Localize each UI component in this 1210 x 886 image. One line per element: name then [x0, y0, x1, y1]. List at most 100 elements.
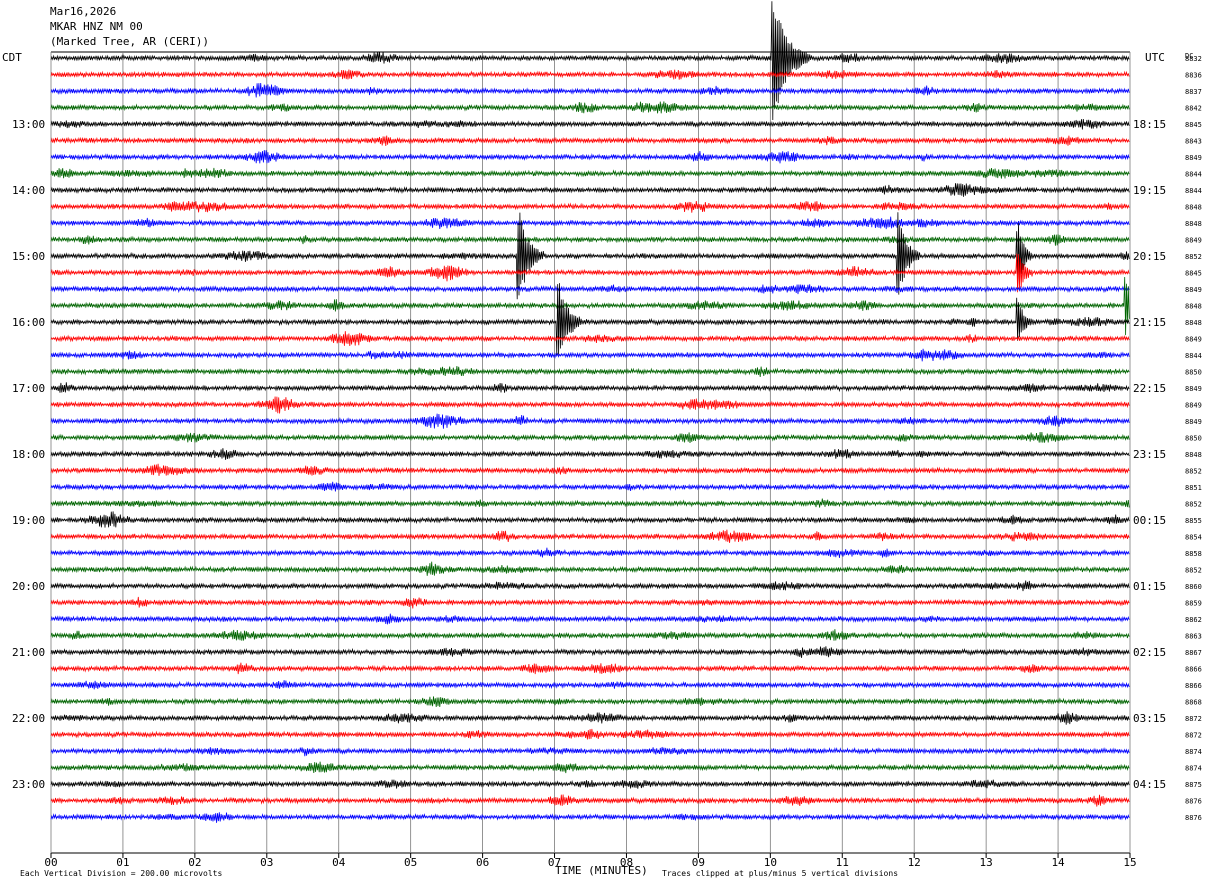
trace-row	[50, 331, 1130, 347]
dc-offset-label: 8852	[1185, 567, 1202, 575]
dc-header-label: DC	[1185, 52, 1193, 60]
trace-row	[50, 382, 1130, 394]
trace-row	[50, 696, 1130, 708]
trace-row	[50, 284, 1130, 295]
dc-offset-label: 8872	[1185, 715, 1202, 723]
x-tick-label: 08	[620, 856, 633, 869]
trace-row	[50, 498, 1130, 508]
right-hour-label: 03:15	[1133, 712, 1166, 725]
dc-offset-label: 8836	[1185, 72, 1202, 80]
x-tick-label: 10	[764, 856, 777, 869]
trace-row	[50, 396, 1130, 414]
scale-note: Each Vertical Division = 200.00 microvol…	[20, 869, 222, 878]
trace-row	[50, 118, 1130, 130]
trace-row	[50, 276, 1130, 336]
trace-row	[50, 580, 1130, 592]
trace-row	[50, 448, 1130, 460]
x-tick-label: 00	[44, 856, 57, 869]
trace-row	[50, 150, 1130, 164]
right-hour-label: 22:15	[1133, 382, 1166, 395]
trace-row	[50, 779, 1130, 789]
x-tick-label: 01	[116, 856, 129, 869]
trace-row	[50, 463, 1130, 476]
x-tick-label: 06	[476, 856, 489, 869]
trace-row	[50, 365, 1130, 378]
right-hour-label: 19:15	[1133, 184, 1166, 197]
left-timezone-label: CDT	[2, 51, 22, 64]
dc-offset-label: 8845	[1185, 121, 1202, 129]
trace-row	[50, 283, 1130, 356]
dc-offset-label: 8875	[1185, 781, 1202, 789]
dc-offset-label: 8845	[1185, 270, 1202, 278]
seismic-traces	[50, 1, 1130, 823]
trace-row	[50, 646, 1130, 658]
dc-offset-label: 8843	[1185, 138, 1202, 146]
left-hour-label: 22:00	[12, 712, 45, 725]
x-tick-label: 13	[980, 856, 993, 869]
trace-row	[50, 629, 1130, 641]
right-hour-label: 23:15	[1133, 448, 1166, 461]
left-hour-label: 15:00	[12, 250, 45, 263]
trace-row	[50, 348, 1130, 362]
dc-offset-label: 8863	[1185, 633, 1202, 641]
dc-offset-label: 8844	[1185, 171, 1202, 179]
dc-offset-label: 8852	[1185, 468, 1202, 476]
trace-row	[50, 761, 1130, 774]
x-tick-label: 09	[692, 856, 705, 869]
dc-offset-label: 8832	[1185, 55, 1202, 63]
dc-offset-label: 8848	[1185, 220, 1202, 228]
trace-row	[50, 680, 1130, 690]
x-tick-label: 05	[404, 856, 417, 869]
trace-row	[50, 662, 1130, 675]
dc-offset-label: 8848	[1185, 319, 1202, 327]
dc-offset-label: 8837	[1185, 88, 1202, 96]
x-tick-label: 02	[188, 856, 201, 869]
trace-row	[50, 1, 1130, 121]
trace-row	[50, 135, 1130, 147]
dc-offset-label: 8866	[1185, 682, 1202, 690]
trace-row	[50, 728, 1130, 740]
dc-offset-label: 8868	[1185, 699, 1202, 707]
left-hour-label: 17:00	[12, 382, 45, 395]
trace-row	[50, 511, 1130, 528]
trace-row	[50, 82, 1130, 98]
dc-offset-label: 8848	[1185, 451, 1202, 459]
x-tick-label: 03	[260, 856, 273, 869]
dc-offset-label: 8849	[1185, 336, 1202, 344]
dc-offset-label: 8842	[1185, 105, 1202, 113]
dc-offset-label: 8849	[1185, 402, 1202, 410]
dc-offset-label: 8858	[1185, 550, 1202, 558]
right-hour-label: 01:15	[1133, 580, 1166, 593]
dc-offset-label: 8876	[1185, 814, 1202, 822]
trace-row	[50, 481, 1130, 492]
right-hour-label: 20:15	[1133, 250, 1166, 263]
dc-offset-label: 8850	[1185, 369, 1202, 377]
trace-row	[50, 547, 1130, 559]
right-hour-label: 04:15	[1133, 778, 1166, 791]
dc-offset-label: 8866	[1185, 666, 1202, 674]
x-tick-label: 07	[548, 856, 561, 869]
left-hour-label: 16:00	[12, 316, 45, 329]
left-hour-label: 19:00	[12, 514, 45, 527]
right-hour-label: 18:15	[1133, 118, 1166, 131]
station-label: MKAR HNZ NM 00	[50, 20, 143, 33]
dc-offset-label: 8859	[1185, 600, 1202, 608]
left-hour-label: 23:00	[12, 778, 45, 791]
dc-offset-label: 8854	[1185, 534, 1202, 542]
trace-row	[50, 794, 1130, 807]
dc-offset-label: 8849	[1185, 154, 1202, 162]
trace-row	[50, 711, 1130, 725]
trace-row	[50, 253, 1130, 293]
dc-offset-label: 8852	[1185, 501, 1202, 509]
right-hour-label: 02:15	[1133, 646, 1166, 659]
dc-offset-label: 8862	[1185, 616, 1202, 624]
dc-offset-label: 8848	[1185, 204, 1202, 212]
dc-offset-label: 8867	[1185, 649, 1202, 657]
date-label: Mar16,2026	[50, 5, 117, 18]
location-label: (Marked Tree, AR (CERI))	[50, 35, 209, 48]
trace-row	[50, 101, 1130, 114]
trace-row	[50, 183, 1130, 197]
dc-offset-label: 8849	[1185, 418, 1202, 426]
trace-row	[50, 69, 1130, 80]
dc-offset-label: 8874	[1185, 748, 1202, 756]
